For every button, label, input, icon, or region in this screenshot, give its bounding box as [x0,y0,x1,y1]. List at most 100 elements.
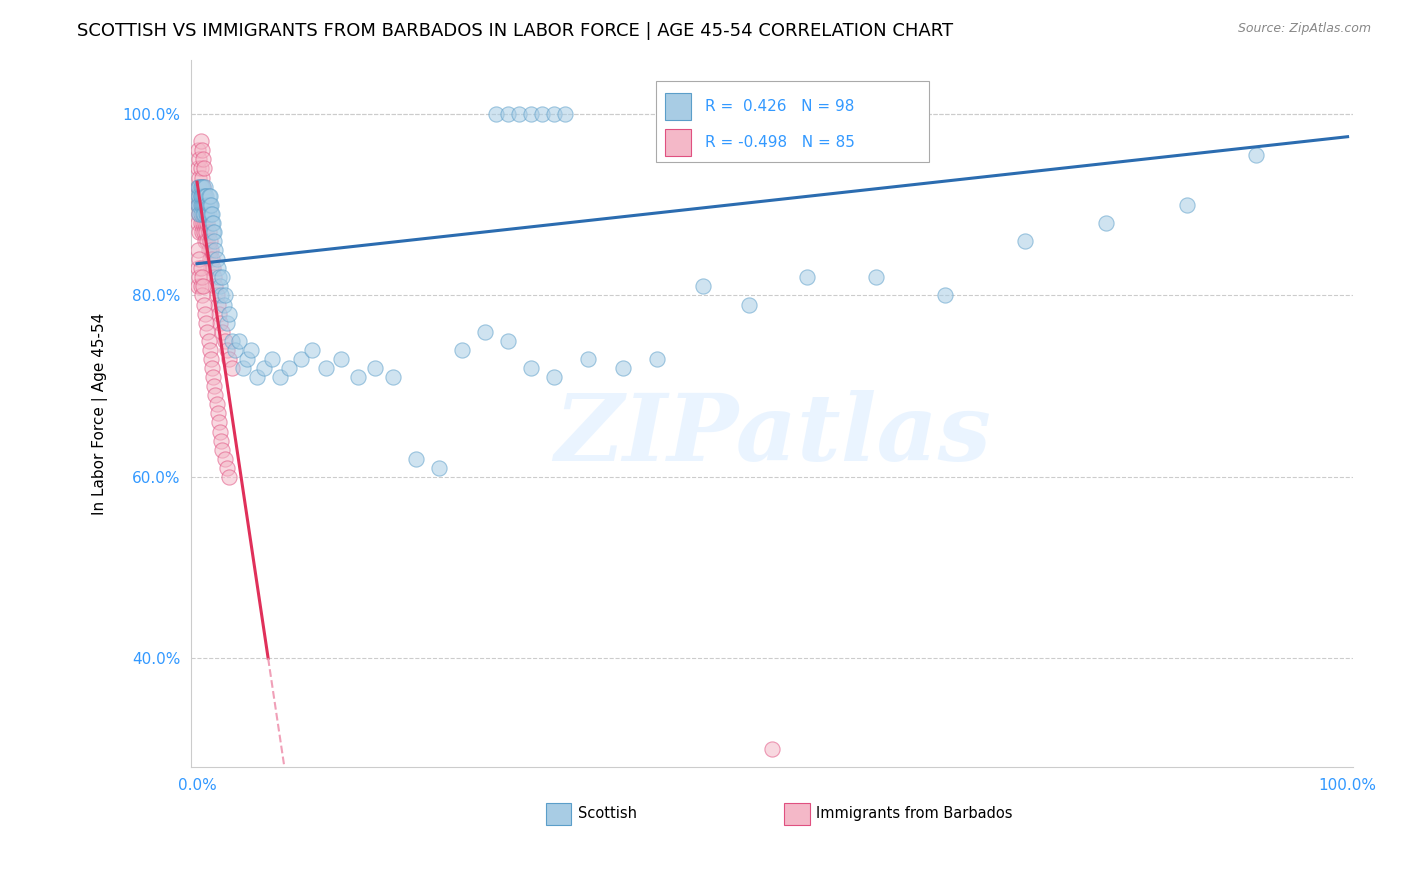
Text: Scottish: Scottish [578,806,637,822]
Point [200,243,222,257]
Point [200,351,222,366]
Point [190,216,212,230]
Point [508,107,530,121]
Point [865,270,887,285]
Point [554,107,576,121]
Point [187,161,209,176]
Point [301,343,323,357]
Point [197,188,219,202]
Point [209,288,232,302]
Point [531,107,554,121]
Point [202,379,225,393]
Point [190,188,212,202]
Point [211,442,233,457]
Point [201,216,224,230]
Point [202,234,225,248]
Point [205,288,228,302]
Point [188,153,211,167]
Point [188,170,211,185]
Point [224,343,246,357]
Point [519,361,541,376]
Point [191,188,214,202]
Point [195,225,218,239]
Point [190,207,212,221]
Point [218,470,240,484]
Point [200,198,222,212]
Point [202,225,225,239]
Point [191,179,214,194]
Point [187,279,209,293]
FancyBboxPatch shape [785,803,810,825]
Point [198,198,221,212]
Point [194,234,217,248]
Point [188,188,211,202]
Point [215,343,238,357]
FancyBboxPatch shape [546,803,571,825]
Point [190,188,212,202]
Point [188,198,211,212]
Point [190,279,212,293]
Point [260,351,283,366]
Point [364,361,387,376]
Point [474,325,496,339]
Text: R =  0.426   N = 98: R = 0.426 N = 98 [704,99,855,114]
Point [190,261,212,276]
Point [202,261,225,276]
Point [485,107,508,121]
Point [235,351,257,366]
Point [190,179,212,194]
Point [197,216,219,230]
Point [197,234,219,248]
Point [187,243,209,257]
Point [204,279,226,293]
Point [188,179,211,194]
Point [191,216,214,230]
Point [221,361,243,376]
Point [519,107,541,121]
FancyBboxPatch shape [665,128,690,156]
Point [190,188,212,202]
Point [246,370,269,384]
Point [278,361,301,376]
Point [191,198,214,212]
Point [202,370,225,384]
Point [197,225,219,239]
Point [218,307,240,321]
Point [187,179,209,194]
Point [253,361,276,376]
Point [188,207,211,221]
Point [208,416,231,430]
Point [496,107,519,121]
Text: ZIPatlas: ZIPatlas [554,390,991,480]
Point [195,207,218,221]
Point [193,207,215,221]
Point [198,343,221,357]
Point [193,188,215,202]
Point [193,198,215,212]
Point [202,216,225,230]
Point [193,297,215,311]
Point [205,252,228,267]
Point [200,261,222,276]
Point [191,198,214,212]
Point [190,225,212,239]
Point [201,207,224,221]
Point [190,188,212,202]
Point [202,225,225,239]
Point [193,188,215,202]
Point [187,216,209,230]
Point [197,198,219,212]
Point [211,325,233,339]
Point [190,270,212,285]
Point [190,198,212,212]
Point [215,460,238,475]
Point [212,297,235,311]
Point [207,261,229,276]
Point [187,179,209,194]
Point [190,161,212,176]
Point [197,243,219,257]
Point [187,198,209,212]
Point [193,225,215,239]
Point [193,207,215,221]
Point [197,207,219,221]
